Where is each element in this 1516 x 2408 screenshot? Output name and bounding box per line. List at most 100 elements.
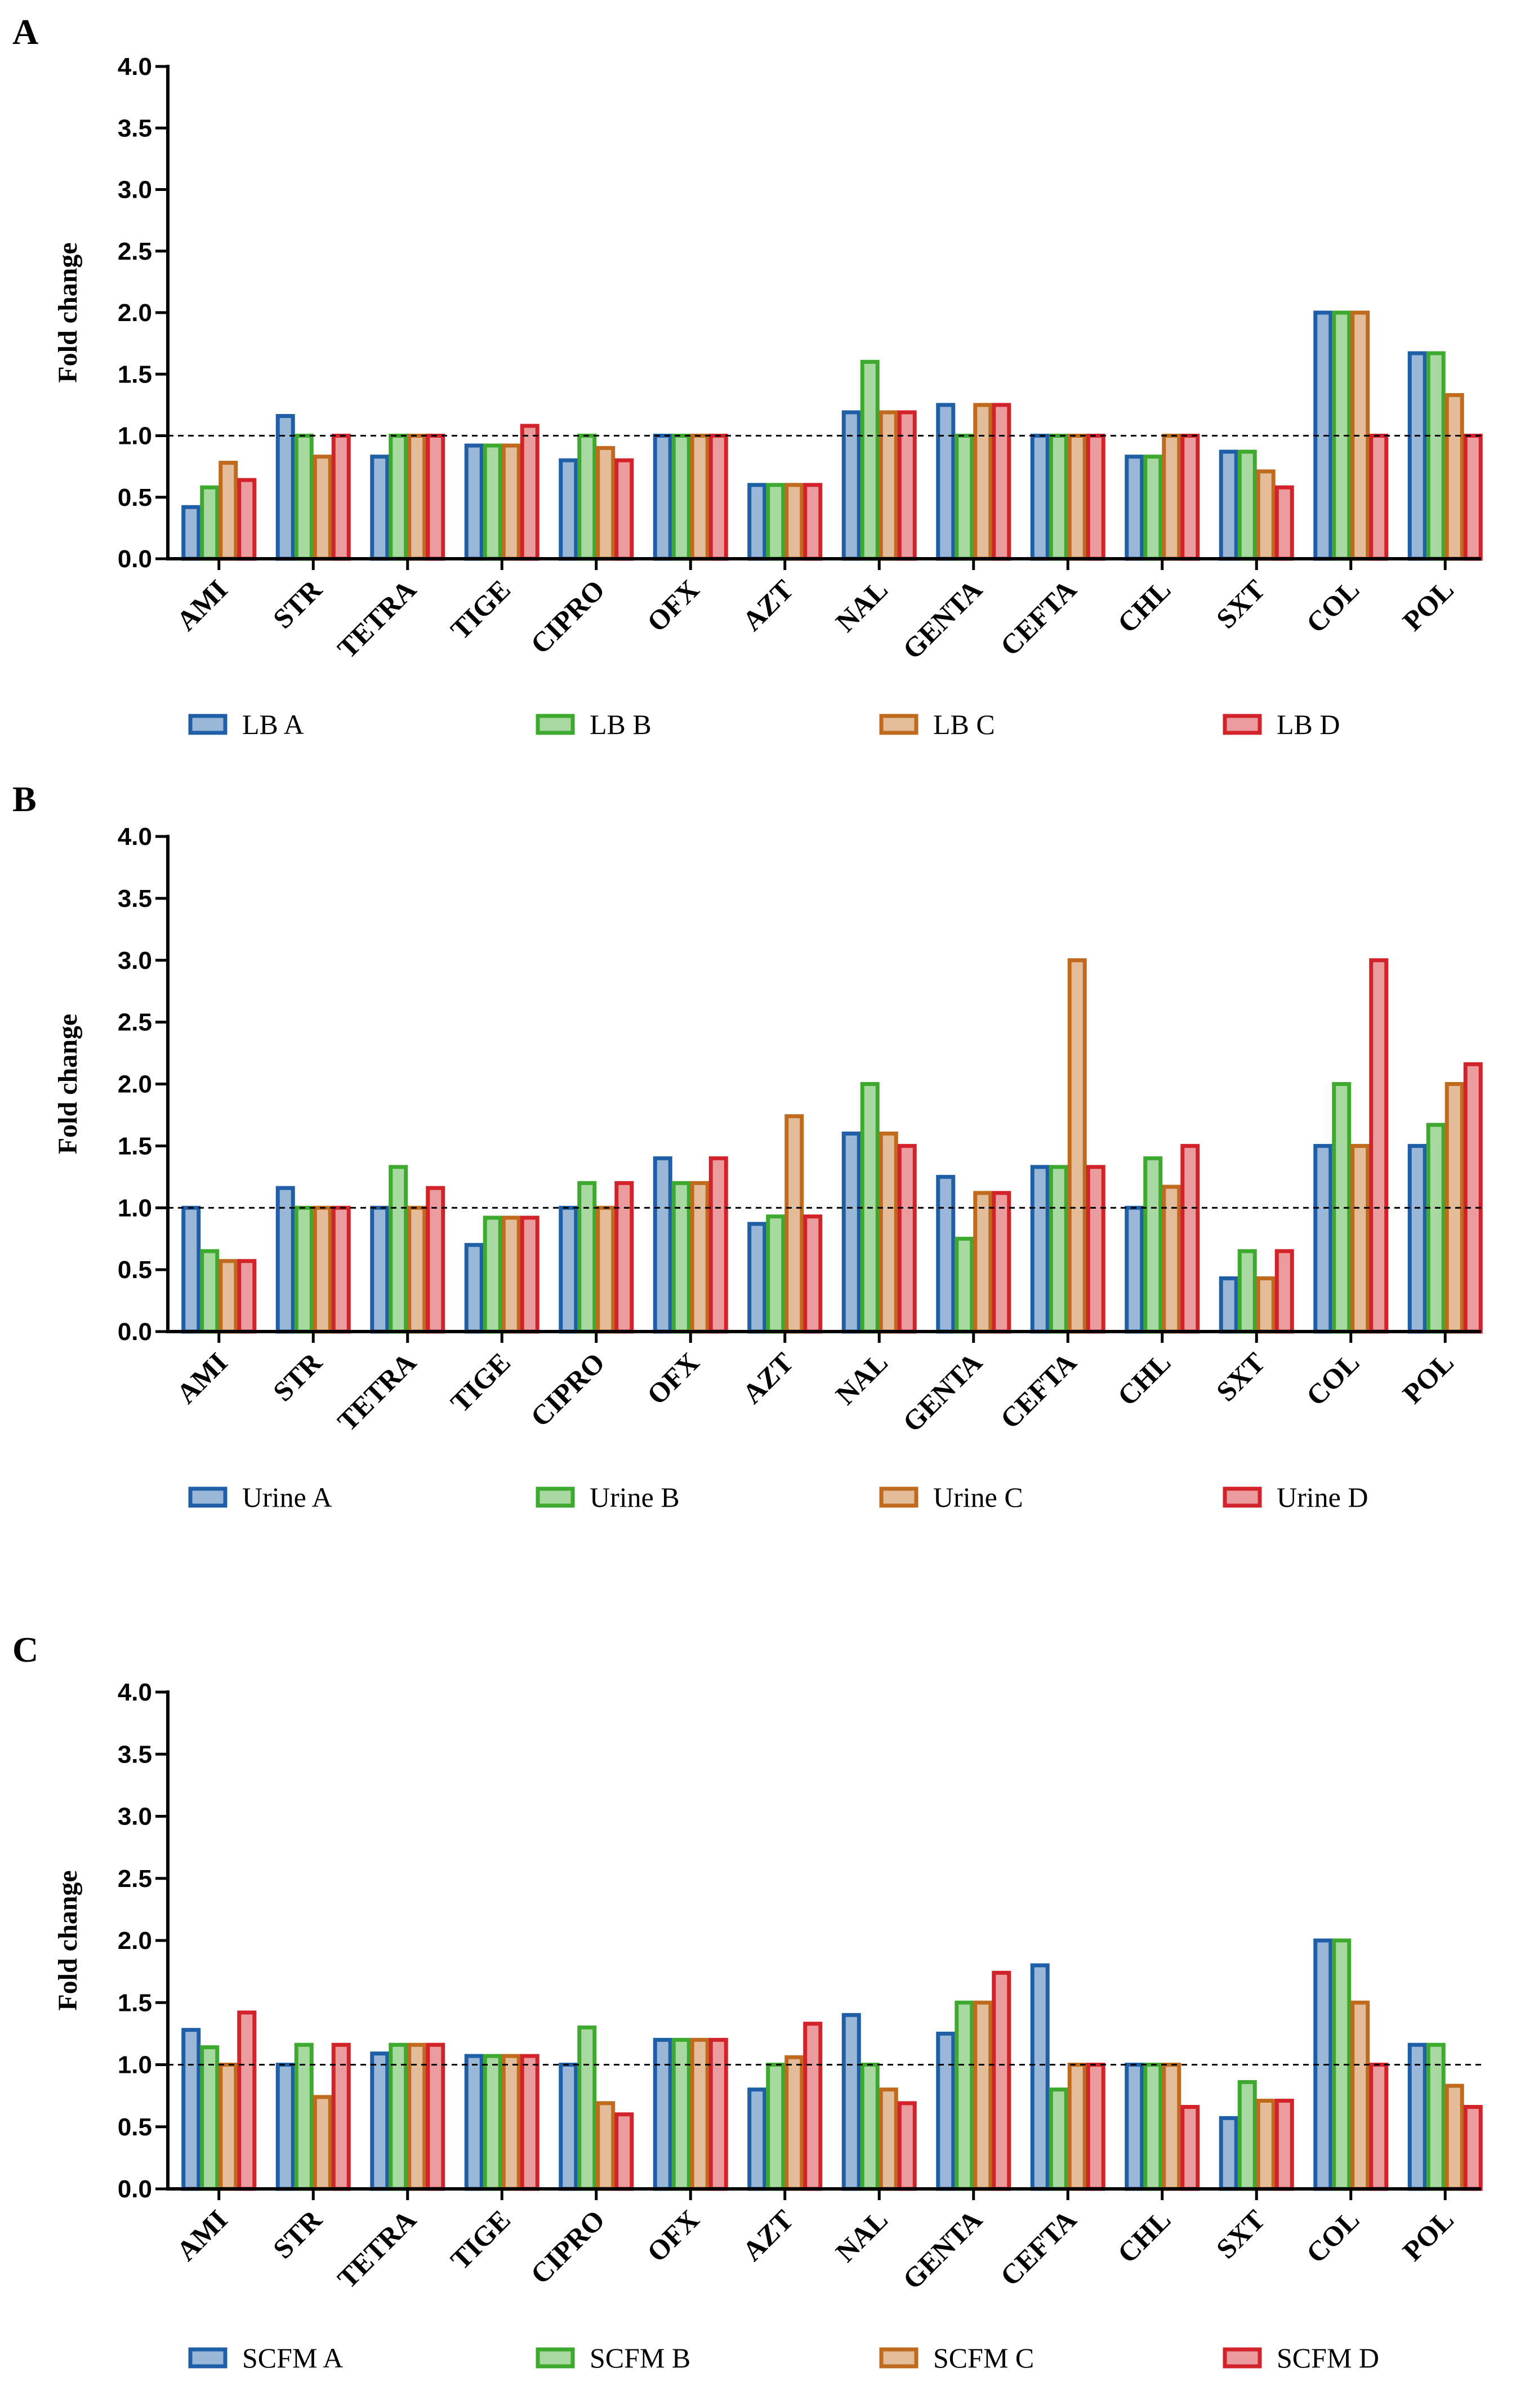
bar-pol-lb-a (1407, 351, 1427, 561)
bar-ofx-lb-a (653, 434, 672, 561)
bar-cefta-lb-b (1049, 434, 1068, 561)
bar-genta-lb-c (973, 403, 993, 561)
bar-ami-lb-b (200, 485, 220, 561)
y-tick-label: 0.5 (118, 2113, 152, 2141)
bar-genta-lb-a (936, 403, 956, 561)
legend-swatch (1223, 714, 1262, 735)
bar-chl-urine-b (1143, 1156, 1163, 1334)
bar-azt-scfm-a (747, 2087, 767, 2191)
bar-tetra-lb-a (370, 455, 390, 561)
bar-cipro-urine-d (614, 1181, 634, 1334)
y-tick-label: 1.0 (118, 2051, 152, 2079)
bar-cefta-lb-c (1067, 434, 1087, 561)
y-tick-label: 2.5 (118, 1009, 152, 1036)
bar-sxt-urine-d (1274, 1249, 1294, 1334)
bar-tige-lb-b (483, 443, 502, 561)
bar-tige-scfm-b (483, 2054, 502, 2191)
bar-cipro-lb-b (577, 434, 597, 561)
x-tick-label: OFX (641, 1346, 705, 1410)
bar-ofx-lb-c (690, 434, 710, 561)
bar-azt-lb-b (766, 483, 786, 561)
panel-letter: B (12, 779, 37, 819)
bar-ami-lb-c (219, 461, 238, 561)
bar-chl-lb-d (1180, 434, 1200, 561)
y-axis-label: Fold change (53, 1014, 83, 1154)
x-tick-label: TETRA (331, 1346, 422, 1437)
bar-azt-urine-b (766, 1214, 786, 1334)
x-tick-label: CIPRO (524, 1346, 611, 1433)
bar-ofx-lb-d (708, 434, 728, 561)
x-tick-label: NAL (830, 2204, 894, 2268)
bar-col-urine-d (1369, 958, 1389, 1334)
bar-pol-scfm-a (1407, 2042, 1427, 2191)
bar-col-lb-d (1369, 434, 1389, 561)
x-tick-label: AZT (736, 573, 799, 637)
legend-swatch (879, 2347, 918, 2369)
bar-str-lb-c (313, 455, 332, 561)
bar-cipro-scfm-b (577, 2025, 597, 2191)
bar-chl-scfm-b (1143, 2063, 1163, 2191)
bar-genta-lb-b (955, 434, 974, 561)
x-tick-label: COL (1300, 2204, 1365, 2269)
bar-cefta-scfm-c (1067, 2063, 1087, 2191)
x-tick-label: POL (1397, 573, 1460, 637)
y-tick-label: 1.5 (118, 1989, 152, 2017)
bar-genta-urine-d (992, 1191, 1011, 1334)
bar-ami-scfm-c (219, 2063, 238, 2191)
bar-ami-lb-d (237, 478, 257, 561)
bar-tige-urine-c (501, 1216, 521, 1334)
bar-str-lb-b (294, 434, 314, 561)
bar-tetra-urine-d (426, 1186, 445, 1334)
legend-label: Urine D (1277, 1481, 1368, 1513)
bar-cefta-scfm-b (1049, 2087, 1068, 2191)
bar-str-scfm-d (331, 2042, 351, 2191)
legend-swatch (879, 714, 918, 735)
panel-B: B Fold change 0.0 0.5 1.0 1.5 2.0 2.5 3.0 3.5 4.0 A… (12, 779, 1483, 1513)
legend-label: Urine A (242, 1481, 332, 1513)
x-tick-label: STR (267, 1346, 328, 1408)
bar-sxt-lb-d (1274, 485, 1294, 561)
bar-azt-lb-c (784, 483, 804, 561)
bar-ami-scfm-a (181, 2028, 201, 2191)
x-tick-label: TETRA (331, 2204, 422, 2294)
bar-nal-scfm-c (879, 2087, 898, 2191)
x-tick-label: TETRA (331, 573, 422, 664)
bar-ami-urine-a (181, 1205, 201, 1334)
bar-pol-lb-b (1426, 351, 1446, 561)
bar-str-urine-d (331, 1205, 351, 1334)
bar-cipro-scfm-d (614, 2112, 634, 2191)
bar-pol-scfm-c (1444, 2084, 1464, 2191)
bar-str-urine-c (313, 1205, 332, 1334)
x-tick-label: OFX (641, 2204, 705, 2268)
x-tick-label: COL (1300, 573, 1365, 639)
panel-A: A Fold change 0.0 0.5 1.0 1.5 2.0 2.5 3.0 3.5 4.0 A… (12, 12, 1483, 740)
legend-label: LB A (242, 709, 304, 740)
bar-str-scfm-a (275, 2063, 295, 2191)
x-tick-label: CHL (1111, 2204, 1176, 2269)
bar-tetra-lb-d (426, 434, 445, 561)
legend-label: LB D (1277, 709, 1340, 740)
x-tick-label: CHL (1111, 1346, 1176, 1412)
x-tick-label: COL (1300, 1346, 1365, 1412)
bar-ofx-lb-b (671, 434, 691, 561)
bar-sxt-urine-b (1237, 1249, 1257, 1334)
bar-nal-urine-d (897, 1143, 917, 1334)
legend-label: SCFM B (590, 2342, 690, 2374)
bar-chl-lb-c (1162, 434, 1181, 561)
bar-tetra-scfm-c (407, 2042, 427, 2191)
x-tick-label: AMI (170, 573, 233, 637)
bar-nal-scfm-a (841, 2013, 861, 2191)
bar-tetra-lb-c (407, 434, 427, 561)
y-tick-label: 0.5 (118, 1256, 152, 1284)
bar-col-scfm-c (1350, 2000, 1370, 2191)
y-tick-label: 4.0 (118, 823, 152, 851)
panel-letter: A (12, 12, 38, 52)
x-tick-label: POL (1397, 2204, 1460, 2267)
bar-sxt-lb-b (1237, 449, 1257, 561)
bar-cefta-lb-a (1030, 434, 1050, 561)
bar-chl-scfm-a (1125, 2063, 1144, 2191)
legend: LB A LB B LB C LB D (188, 709, 1340, 740)
x-tick-label: AMI (170, 1346, 233, 1409)
bar-pol-scfm-d (1463, 2104, 1483, 2191)
